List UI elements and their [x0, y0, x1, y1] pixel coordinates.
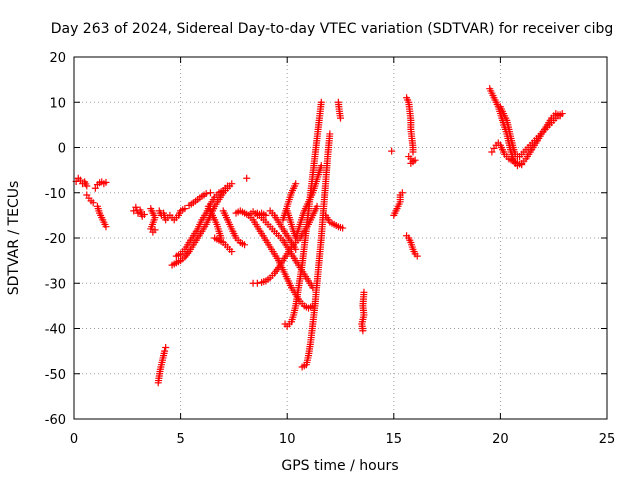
data-point-plus	[339, 224, 347, 232]
series-arc-07	[155, 205, 189, 224]
data-point-plus	[181, 205, 189, 213]
series-arc-10	[172, 182, 232, 260]
series-arc-04	[93, 202, 110, 231]
series-arc-20	[266, 207, 300, 253]
data-point-plus	[409, 148, 417, 156]
data-point-plus	[161, 347, 169, 355]
data-point-plus	[140, 210, 148, 218]
data-point-plus	[337, 114, 344, 122]
data-point-plus	[91, 184, 99, 192]
series-arc-28	[388, 147, 396, 155]
series-arc-02	[83, 191, 97, 207]
series-arc-35	[496, 103, 521, 161]
series-arc-32	[403, 232, 421, 260]
data-point-plus	[224, 182, 232, 190]
data-point-plus	[359, 327, 367, 335]
series-arc-13	[219, 207, 249, 249]
series-arc-12	[204, 202, 225, 242]
data-point-plus	[102, 223, 110, 231]
series-arc-29	[390, 189, 406, 219]
data-point-plus	[556, 112, 564, 120]
series-arc-14	[211, 234, 236, 256]
data-point-plus	[243, 174, 251, 182]
y-tick-label: -20	[45, 232, 66, 247]
series-arc-31	[405, 153, 419, 167]
series-arc-21	[281, 98, 325, 330]
data-point-plus	[313, 202, 321, 210]
series-arc-24	[298, 130, 334, 371]
series-arc-19	[253, 209, 317, 292]
data-point-plus	[151, 226, 159, 234]
series-arc-30	[403, 94, 417, 156]
y-tick-label: -60	[45, 413, 66, 428]
data-point-plus	[202, 190, 210, 198]
x-tick-label: 0	[70, 432, 78, 447]
x-axis-label: GPS time / hours	[281, 458, 398, 474]
y-tick-label: -10	[45, 187, 66, 202]
data-point-plus	[388, 147, 396, 155]
x-tick-label: 15	[386, 432, 403, 447]
x-tick-label: 5	[176, 432, 184, 447]
y-tick-label: 10	[49, 96, 66, 111]
y-tick-label: -40	[45, 323, 66, 338]
series-arc-27	[358, 288, 368, 335]
data-point-plus	[228, 180, 236, 188]
data-point-plus	[413, 252, 421, 260]
series-arc-16	[243, 174, 251, 182]
data-point-plus	[76, 176, 84, 184]
y-tick-label: -50	[45, 368, 66, 383]
data-point-plus	[262, 211, 270, 219]
data-point-plus	[83, 182, 91, 190]
series-arc-03	[91, 178, 110, 192]
x-axis-ticks: 0 5 10 15 20 25	[70, 57, 615, 447]
series-arc-25	[322, 211, 347, 232]
data-point-plus	[130, 207, 138, 215]
data-point-plus	[102, 178, 110, 186]
data-point-plus	[253, 279, 261, 287]
series-arc-22	[283, 162, 325, 242]
y-axis-ticks: -60 -50 -40 -30 -20 -10 0 10 20	[45, 51, 607, 428]
y-tick-label: 20	[49, 51, 66, 66]
data-points	[72, 85, 566, 387]
y-tick-label: -30	[45, 277, 66, 292]
data-point-plus	[326, 130, 334, 138]
series-arc-06	[147, 205, 159, 236]
series-arc-23	[279, 180, 300, 224]
series-arc-37	[518, 110, 564, 167]
y-tick-label: 0	[58, 142, 66, 157]
series-arc-05	[130, 203, 148, 220]
data-point-plus	[488, 148, 496, 156]
data-point-plus	[162, 344, 170, 352]
data-point-plus	[407, 159, 415, 167]
y-axis-label: SDTVAR / TECUs	[6, 181, 22, 296]
x-tick-label: 10	[279, 432, 296, 447]
series-arc-26	[334, 98, 344, 122]
data-point-plus	[292, 180, 300, 188]
data-point-plus	[206, 189, 214, 197]
chart-title: Day 263 of 2024, Sidereal Day-to-day VTE…	[51, 21, 614, 37]
x-tick-label: 20	[492, 432, 509, 447]
series-arc-11	[185, 189, 214, 209]
data-point-plus	[241, 241, 249, 249]
data-point-plus	[292, 245, 300, 253]
series-arc-01	[72, 174, 91, 190]
series-arc-08	[154, 344, 170, 387]
data-point-plus	[317, 98, 325, 106]
data-point-plus	[398, 189, 406, 197]
data-point-plus	[132, 203, 140, 211]
data-point-plus	[228, 248, 236, 256]
data-point-plus	[89, 199, 97, 207]
x-tick-label: 25	[599, 432, 616, 447]
